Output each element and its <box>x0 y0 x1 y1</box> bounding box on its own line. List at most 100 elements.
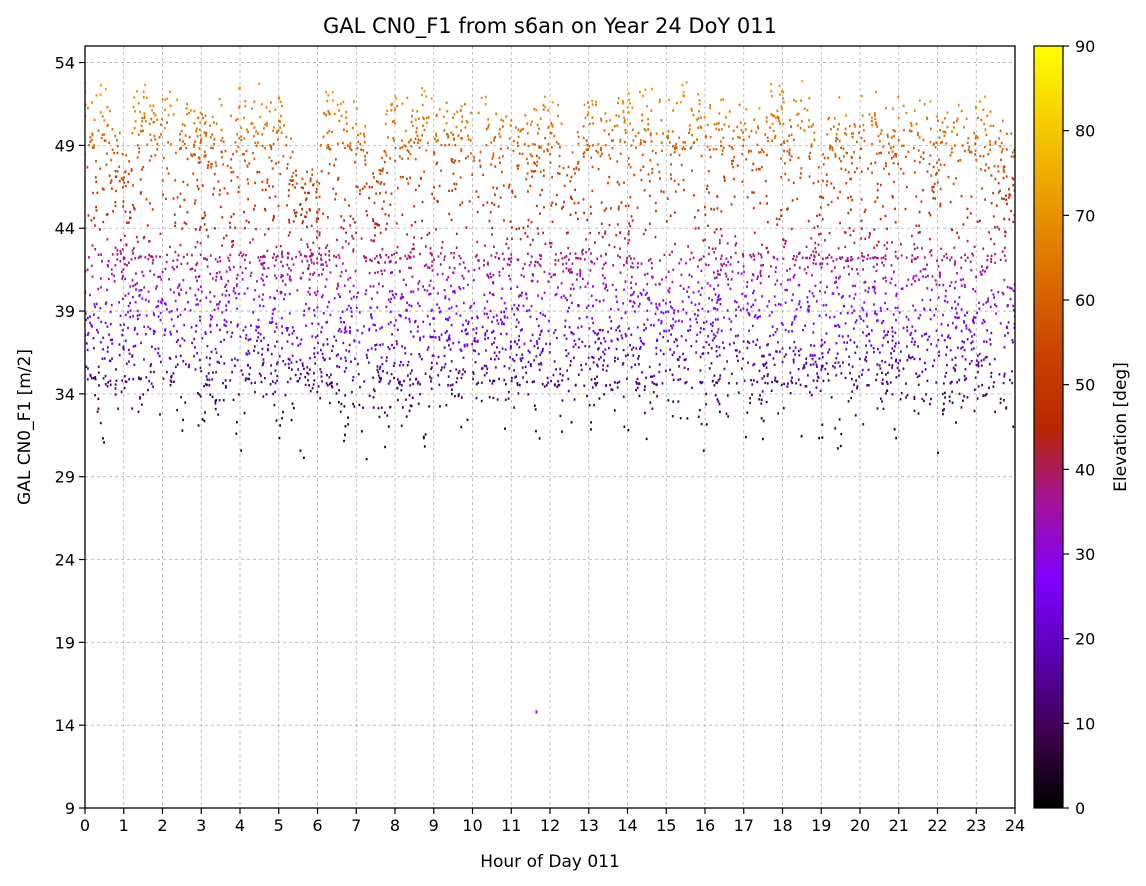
data-point <box>960 347 962 350</box>
data-point <box>860 219 863 222</box>
data-point <box>516 342 519 346</box>
data-point <box>372 388 375 391</box>
data-point <box>671 326 674 330</box>
data-point <box>177 338 180 342</box>
data-point <box>977 385 980 388</box>
data-point <box>143 235 146 239</box>
data-point <box>264 147 267 150</box>
data-point <box>943 255 946 258</box>
data-point <box>792 293 794 296</box>
data-point <box>422 435 425 439</box>
data-point <box>205 375 208 378</box>
data-point <box>728 110 731 113</box>
data-point <box>1012 309 1015 312</box>
data-point <box>765 246 768 250</box>
data-point <box>487 126 490 129</box>
data-point <box>712 321 714 324</box>
data-point <box>787 330 790 333</box>
data-point <box>954 326 957 330</box>
data-point <box>85 103 87 106</box>
data-point <box>623 116 625 119</box>
data-point <box>615 347 618 351</box>
data-point <box>622 102 625 105</box>
data-point <box>680 100 682 104</box>
data-point <box>632 346 635 349</box>
data-point <box>338 119 341 123</box>
data-point <box>922 275 924 278</box>
data-point <box>543 105 546 108</box>
data-point <box>467 134 469 138</box>
data-point <box>853 171 856 174</box>
data-point <box>718 241 721 245</box>
data-point <box>551 125 554 128</box>
data-point <box>148 253 150 257</box>
data-point <box>350 306 352 310</box>
data-point <box>932 197 935 200</box>
data-point <box>244 258 246 262</box>
data-point <box>533 107 536 111</box>
data-point <box>786 382 789 385</box>
data-point <box>837 292 840 296</box>
data-point <box>349 326 351 329</box>
data-point <box>177 315 179 318</box>
data-point <box>164 197 167 201</box>
data-point <box>961 345 964 349</box>
data-point <box>408 256 411 260</box>
data-point <box>760 402 763 405</box>
data-point <box>211 378 214 381</box>
data-point <box>775 217 778 220</box>
data-point <box>944 295 947 298</box>
data-point <box>169 330 172 334</box>
data-point <box>651 381 654 384</box>
data-point <box>992 124 995 128</box>
data-point <box>674 190 677 193</box>
data-point <box>683 358 686 362</box>
data-point <box>368 185 371 189</box>
data-point <box>519 357 522 360</box>
data-point <box>918 224 920 228</box>
data-point <box>376 365 379 368</box>
data-point <box>774 303 777 307</box>
data-point <box>287 234 290 237</box>
data-point <box>308 286 311 290</box>
data-point <box>326 338 329 341</box>
data-point <box>289 156 292 159</box>
data-point <box>627 110 630 114</box>
data-point <box>902 144 905 148</box>
data-point <box>460 148 463 151</box>
data-point <box>510 119 513 122</box>
data-point <box>363 380 366 383</box>
data-point <box>358 341 361 344</box>
data-point <box>669 153 672 156</box>
data-point <box>763 375 766 378</box>
data-point <box>114 169 117 173</box>
data-point <box>475 190 478 193</box>
data-point <box>459 314 462 317</box>
data-point <box>951 306 953 310</box>
data-point <box>520 128 523 131</box>
data-point <box>713 336 716 340</box>
data-point <box>280 274 283 277</box>
data-point <box>758 167 761 171</box>
data-point <box>599 154 602 158</box>
data-point <box>403 379 405 383</box>
data-point <box>793 273 796 277</box>
data-point <box>453 137 455 140</box>
data-point <box>232 398 235 402</box>
data-point <box>185 291 188 295</box>
data-point <box>449 384 452 387</box>
data-point <box>640 262 643 265</box>
data-point <box>954 260 957 263</box>
data-point <box>151 255 154 259</box>
data-point <box>812 331 815 334</box>
data-point <box>451 160 454 163</box>
data-point <box>937 265 940 268</box>
data-point <box>212 121 215 124</box>
data-point <box>94 176 97 179</box>
data-point <box>792 276 795 279</box>
data-point <box>150 382 153 385</box>
data-point <box>766 374 769 378</box>
data-point <box>832 292 835 295</box>
data-point <box>261 353 263 356</box>
data-point <box>194 245 197 249</box>
